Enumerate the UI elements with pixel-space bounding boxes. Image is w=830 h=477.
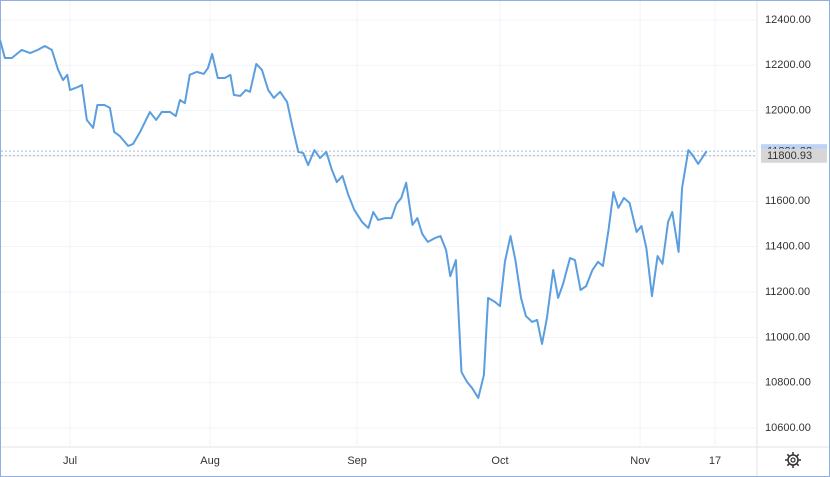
y-tick-label: 12000.00	[765, 105, 811, 117]
y-tick-label: 12400.00	[765, 14, 811, 26]
y-tick-label: 11400.00	[765, 241, 810, 253]
x-tick-label: 17	[709, 455, 721, 467]
x-tick-label: Nov	[630, 455, 650, 467]
y-tick-label: 11000.00	[765, 331, 810, 343]
y-tick-label: 10800.00	[765, 377, 811, 389]
x-tick-label: Oct	[491, 455, 508, 467]
y-tick-label: 11600.00	[765, 195, 810, 207]
y-tick-label: 11200.00	[765, 286, 810, 298]
y-tick-label: 10600.00	[765, 422, 811, 434]
price-label: 11800.93	[767, 150, 812, 162]
x-tick-label: Sep	[347, 455, 367, 467]
y-tick-label: 12200.00	[765, 59, 811, 71]
grid	[1, 1, 757, 447]
settings-icon[interactable]	[785, 452, 801, 468]
price-label-box	[761, 148, 827, 163]
x-tick-label: Jul	[63, 455, 77, 467]
x-tick-label: Aug	[200, 455, 220, 467]
price-line-series	[0, 39, 708, 399]
